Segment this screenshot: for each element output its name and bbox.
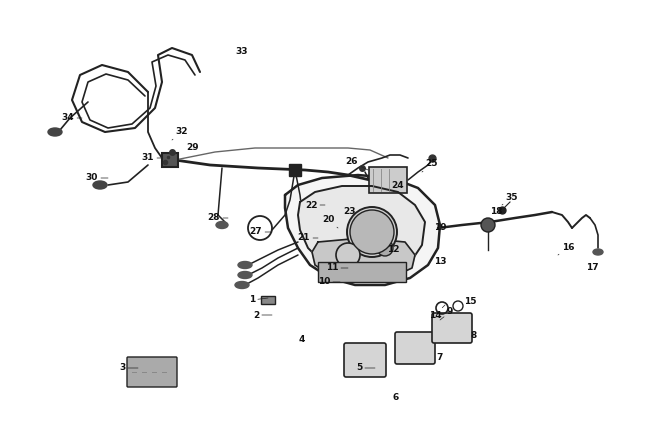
Ellipse shape xyxy=(93,181,107,189)
Ellipse shape xyxy=(235,282,249,289)
Ellipse shape xyxy=(216,221,228,229)
Polygon shape xyxy=(285,175,440,285)
Ellipse shape xyxy=(238,271,252,278)
Text: 20: 20 xyxy=(322,216,338,228)
Circle shape xyxy=(347,207,397,257)
Text: 32: 32 xyxy=(172,127,188,140)
FancyBboxPatch shape xyxy=(432,313,472,343)
Text: 29: 29 xyxy=(187,144,200,152)
Circle shape xyxy=(350,210,394,254)
Text: 9: 9 xyxy=(440,308,453,320)
Ellipse shape xyxy=(48,128,62,136)
Text: 2: 2 xyxy=(253,310,272,320)
Circle shape xyxy=(336,243,360,267)
Text: 27: 27 xyxy=(250,228,272,236)
Text: 7: 7 xyxy=(437,354,443,362)
Polygon shape xyxy=(312,238,415,278)
Text: 4: 4 xyxy=(299,335,305,344)
Polygon shape xyxy=(298,186,425,275)
FancyBboxPatch shape xyxy=(344,343,386,377)
Text: 5: 5 xyxy=(356,363,375,373)
Text: 23: 23 xyxy=(344,207,356,217)
Text: 3: 3 xyxy=(119,363,138,373)
Ellipse shape xyxy=(593,249,603,255)
Text: 33: 33 xyxy=(236,47,248,57)
Text: 18: 18 xyxy=(489,207,502,217)
Ellipse shape xyxy=(238,262,252,268)
Bar xyxy=(318,262,406,282)
Bar xyxy=(261,296,275,304)
Text: 1: 1 xyxy=(249,296,268,305)
Text: 22: 22 xyxy=(305,201,325,210)
Text: 11: 11 xyxy=(326,263,348,273)
Text: 16: 16 xyxy=(558,243,574,255)
Text: 21: 21 xyxy=(298,233,318,243)
Text: 35: 35 xyxy=(502,193,518,205)
Circle shape xyxy=(377,240,393,256)
Text: 31: 31 xyxy=(142,153,162,163)
Text: 8: 8 xyxy=(471,331,477,339)
Text: 26: 26 xyxy=(346,157,368,170)
Text: 6: 6 xyxy=(393,393,399,403)
Text: 28: 28 xyxy=(208,213,228,222)
Bar xyxy=(162,153,178,167)
Text: 25: 25 xyxy=(422,160,438,172)
FancyBboxPatch shape xyxy=(127,357,177,387)
Text: 15: 15 xyxy=(463,297,476,306)
Bar xyxy=(369,167,407,193)
Text: 14: 14 xyxy=(429,305,445,320)
Text: 19: 19 xyxy=(434,224,447,232)
Text: 30: 30 xyxy=(86,174,108,183)
Text: 17: 17 xyxy=(586,263,598,273)
Circle shape xyxy=(481,218,495,232)
Text: 10: 10 xyxy=(318,278,340,286)
FancyBboxPatch shape xyxy=(395,332,435,364)
Text: 13: 13 xyxy=(434,258,447,267)
Text: 12: 12 xyxy=(387,245,399,255)
Text: 34: 34 xyxy=(62,114,82,122)
Text: 24: 24 xyxy=(392,180,404,190)
